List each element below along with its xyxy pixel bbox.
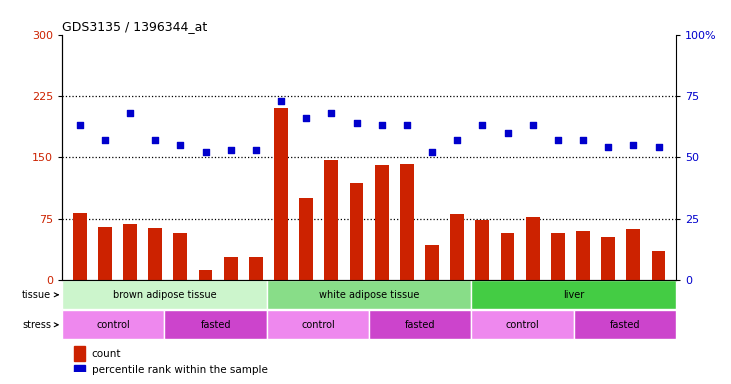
Bar: [123, 224, 137, 280]
Bar: [199, 270, 213, 280]
Bar: [267, 310, 369, 339]
Point: [376, 122, 387, 128]
Bar: [267, 280, 471, 309]
Text: GDS3135 / 1396344_at: GDS3135 / 1396344_at: [62, 20, 208, 33]
Point: [627, 142, 639, 148]
Text: stress: stress: [22, 320, 58, 330]
Bar: [400, 164, 414, 280]
Text: liver: liver: [563, 290, 585, 300]
Point: [451, 137, 463, 143]
Bar: [501, 233, 515, 280]
Text: fasted: fasted: [200, 320, 231, 330]
Bar: [475, 220, 489, 280]
Bar: [450, 214, 464, 280]
Bar: [98, 227, 112, 280]
Text: count: count: [91, 349, 121, 359]
Bar: [148, 228, 162, 280]
Bar: [651, 251, 665, 280]
Text: fasted: fasted: [405, 320, 436, 330]
Bar: [576, 231, 590, 280]
Point: [501, 129, 513, 136]
Point: [602, 144, 614, 151]
Bar: [274, 108, 288, 280]
Bar: [574, 310, 676, 339]
Bar: [164, 310, 267, 339]
Point: [175, 142, 186, 148]
Bar: [224, 257, 238, 280]
Point: [325, 110, 337, 116]
Text: tissue: tissue: [22, 290, 58, 300]
Point: [250, 147, 262, 153]
Text: fasted: fasted: [610, 320, 640, 330]
Bar: [62, 280, 267, 309]
Text: control: control: [96, 320, 130, 330]
Bar: [526, 217, 539, 280]
Point: [401, 122, 413, 128]
Point: [577, 137, 589, 143]
Point: [149, 137, 161, 143]
Bar: [471, 280, 676, 309]
Bar: [626, 229, 640, 280]
Bar: [173, 233, 187, 280]
Text: white adipose tissue: white adipose tissue: [319, 290, 420, 300]
Bar: [471, 310, 574, 339]
Text: control: control: [506, 320, 539, 330]
Text: percentile rank within the sample: percentile rank within the sample: [91, 365, 268, 375]
Point: [527, 122, 539, 128]
Bar: [551, 233, 565, 280]
Point: [276, 98, 287, 104]
Bar: [375, 166, 389, 280]
Point: [426, 149, 438, 156]
Bar: [299, 198, 313, 280]
Text: brown adipose tissue: brown adipose tissue: [113, 290, 216, 300]
Bar: [602, 237, 616, 280]
Point: [477, 122, 488, 128]
Bar: [62, 310, 164, 339]
Bar: [75, 346, 86, 361]
Bar: [73, 213, 87, 280]
Point: [124, 110, 136, 116]
Point: [300, 115, 312, 121]
Point: [74, 122, 86, 128]
Point: [351, 120, 363, 126]
Bar: [75, 365, 86, 374]
Point: [99, 137, 111, 143]
Bar: [369, 310, 471, 339]
Bar: [425, 245, 439, 280]
Text: control: control: [301, 320, 335, 330]
Point: [225, 147, 237, 153]
Bar: [325, 160, 338, 280]
Point: [552, 137, 564, 143]
Bar: [349, 183, 363, 280]
Point: [653, 144, 664, 151]
Bar: [249, 257, 263, 280]
Point: [200, 149, 211, 156]
